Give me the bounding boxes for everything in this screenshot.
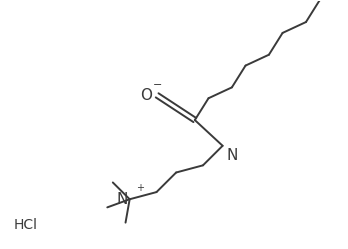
- Text: −: −: [153, 80, 163, 90]
- Text: HCl: HCl: [14, 218, 38, 232]
- Text: N: N: [116, 192, 128, 207]
- Text: O: O: [140, 88, 152, 103]
- Text: N: N: [227, 148, 238, 163]
- Text: +: +: [136, 183, 144, 193]
